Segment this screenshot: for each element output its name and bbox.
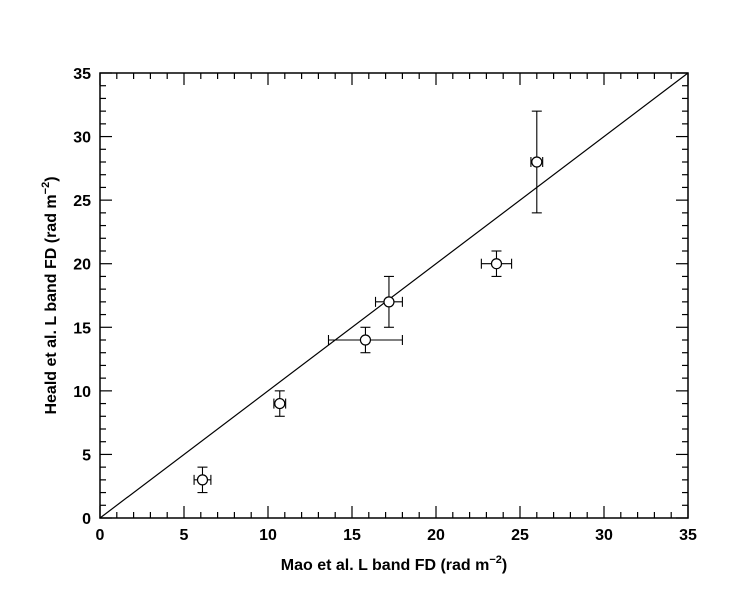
x-tick-label: 35 — [679, 527, 697, 544]
data-point — [359, 334, 372, 346]
y-tick-label: 5 — [82, 447, 91, 464]
y-axis-label-text: Heald et al. L band FD (rad m — [43, 194, 60, 414]
x-axis-label-superscript: −2 — [489, 554, 502, 566]
y-axis-label-superscript: −2 — [40, 182, 52, 195]
y-tick-label: 10 — [73, 384, 91, 401]
y-tick-label: 30 — [73, 130, 91, 147]
y-tick-label: 35 — [73, 66, 91, 83]
y-tick-label: 20 — [73, 257, 91, 274]
x-axis-label-close: ) — [502, 557, 507, 574]
x-tick-label: 15 — [343, 527, 361, 544]
data-point — [196, 474, 209, 486]
x-tick-label: 20 — [427, 527, 445, 544]
data-point — [531, 156, 543, 168]
y-tick-label: 15 — [73, 320, 91, 337]
data-point-group — [327, 326, 403, 354]
x-tick-label: 5 — [180, 527, 189, 544]
data-point-group — [374, 275, 403, 328]
x-tick-label: 0 — [96, 527, 105, 544]
plot-frame — [99, 72, 689, 519]
x-axis-label: Mao et al. L band FD (rad m−2) — [281, 554, 508, 574]
x-tick-label: 10 — [259, 527, 277, 544]
y-axis-label-close: ) — [43, 176, 60, 181]
y-axis-label: Heald et al. L band FD (rad m−2) — [40, 176, 60, 414]
y-tick-label: 0 — [82, 511, 91, 528]
data-point — [274, 397, 286, 410]
x-axis-label-text: Mao et al. L band FD (rad m — [281, 557, 490, 574]
data-point — [490, 258, 503, 270]
data-point — [383, 296, 395, 308]
data-point-group — [480, 250, 513, 277]
x-tick-label: 25 — [511, 527, 529, 544]
y-tick-label: 25 — [73, 193, 91, 210]
data-point-group — [530, 110, 544, 214]
x-tick-label: 30 — [595, 527, 613, 544]
data-point-group — [273, 390, 287, 417]
one-to-one-line — [99, 72, 689, 519]
data-point-group — [193, 466, 212, 494]
